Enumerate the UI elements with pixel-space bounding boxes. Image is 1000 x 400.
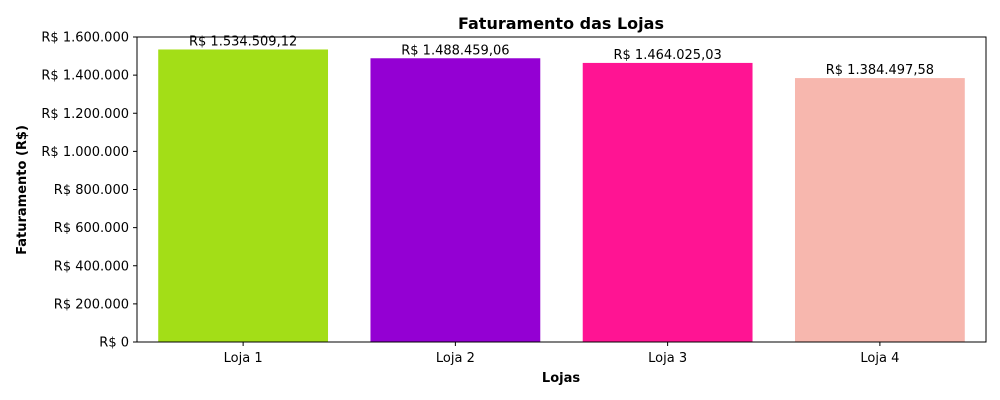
y-tick-label: R$ 600.000 — [54, 221, 129, 236]
y-tick-label: R$ 1.400.000 — [41, 69, 129, 84]
data-label-1: R$ 1.534.509,12 — [189, 34, 297, 49]
data-label-2: R$ 1.488.459,06 — [401, 43, 509, 58]
y-tick-label: R$ 200.000 — [54, 297, 129, 312]
x-tick-label: Loja 2 — [436, 351, 475, 366]
x-tick-label: Loja 4 — [860, 351, 899, 366]
x-tick-label: Loja 1 — [224, 351, 263, 366]
y-tick-label: R$ 400.000 — [54, 259, 129, 274]
data-label-3: R$ 1.464.025,03 — [613, 48, 721, 63]
bar-1 — [158, 49, 329, 342]
x-axis-ticks: Loja 1 Loja 2 Loja 3 Loja 4 — [224, 342, 899, 366]
y-tick-label: R$ 0 — [99, 336, 129, 351]
plot-area: R$ 1.534.509,12 R$ 1.488.459,06 R$ 1.464.0… — [41, 31, 987, 366]
y-tick-label: R$ 1.600.000 — [41, 31, 129, 46]
y-tick-label: R$ 800.000 — [54, 183, 129, 198]
data-labels-group: R$ 1.534.509,12 R$ 1.488.459,06 R$ 1.464.0… — [189, 34, 934, 78]
data-label-4: R$ 1.384.497,58 — [826, 63, 934, 78]
y-axis-ticks: R$ 0 R$ 200.000 R$ 400.000 R$ 600.000 R$ 800… — [41, 31, 137, 351]
bars-group — [158, 49, 965, 343]
y-tick-label: R$ 1.200.000 — [41, 107, 129, 122]
chart-title: Faturamento das Lojas — [458, 14, 664, 33]
y-tick-label: R$ 1.000.000 — [41, 145, 129, 160]
x-axis-label: Lojas — [542, 371, 580, 386]
x-tick-label: Loja 3 — [648, 351, 687, 366]
bar-2 — [370, 58, 541, 342]
y-axis-label: Faturamento (R$) — [15, 125, 30, 255]
bar-3 — [582, 62, 753, 343]
bar-4 — [794, 78, 965, 342]
